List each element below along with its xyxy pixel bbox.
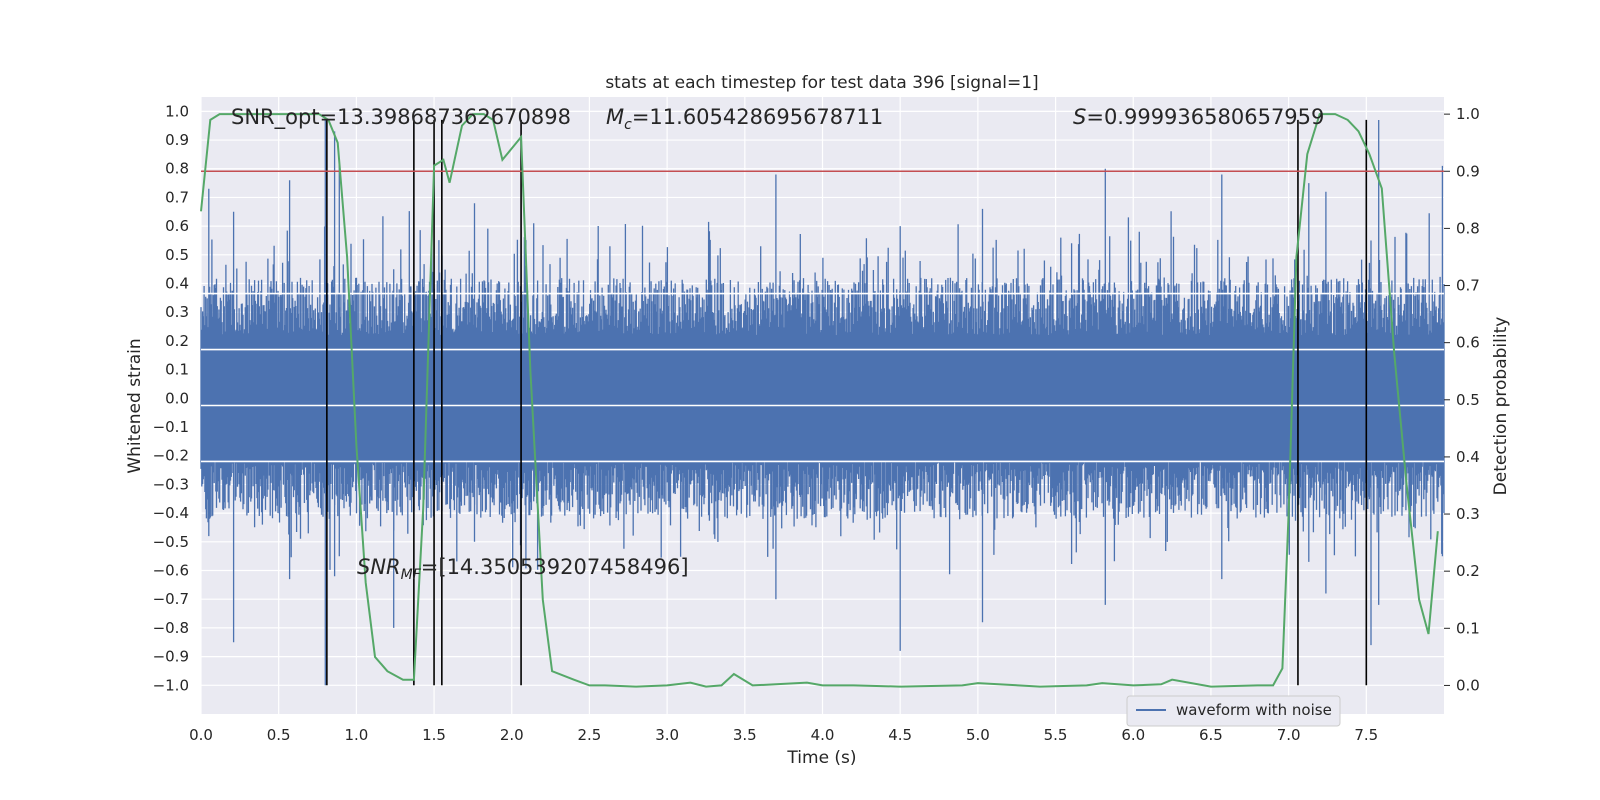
- x-tick-label-11: 5.5: [1044, 726, 1068, 744]
- x-tick-label-2: 1.0: [344, 726, 368, 744]
- y-right-tick-label-8: 0.2: [1456, 562, 1480, 580]
- snr-mf-value: =[14.350539207458496]: [421, 555, 689, 579]
- y-left-tick-label-19: −0.9: [153, 648, 189, 666]
- y-right-tick-label-3: 0.7: [1456, 277, 1480, 295]
- chirp-mass-subscript: c: [624, 117, 632, 133]
- spin-symbol: S: [1073, 105, 1086, 129]
- y-left-tick-label-17: −0.7: [153, 590, 189, 608]
- y-right-tick-label-6: 0.4: [1456, 448, 1480, 466]
- annotation-spin: S=0.999936580657959: [1073, 105, 1324, 129]
- annotation-snr-opt: SNR_opt=13.398687362670898: [231, 105, 571, 130]
- y-left-axis-label: Whitened strain: [125, 338, 145, 473]
- y-left-tick-label-7: 0.3: [165, 303, 189, 321]
- x-tick-label-12: 6.0: [1121, 726, 1145, 744]
- y-right-tick-label-1: 0.9: [1456, 162, 1480, 180]
- y-right-tick-label-2: 0.8: [1456, 219, 1480, 237]
- y-left-tick-label-10: 0.0: [165, 389, 189, 407]
- x-tick-label-8: 4.0: [811, 726, 835, 744]
- y-left-axis-ticks: 1.0 0.9 0.8 0.7 0.6 0.5 0.4 0.3 0.2 0.1 0.0 −0.1 −0.…: [153, 102, 189, 694]
- y-left-tick-label-18: −0.8: [153, 619, 189, 637]
- y-left-tick-label-8: 0.2: [165, 332, 189, 350]
- y-left-tick-label-4: 0.6: [165, 217, 189, 235]
- legend-label-waveform: waveform with noise: [1176, 701, 1332, 719]
- x-tick-label-14: 7.0: [1277, 726, 1301, 744]
- x-tick-label-13: 6.5: [1199, 726, 1223, 744]
- snr-mf-subscript: MF: [401, 567, 422, 583]
- waveform-core-band: [201, 335, 1444, 462]
- x-tick-label-3: 1.5: [422, 726, 446, 744]
- y-left-tick-label-11: −0.1: [153, 418, 189, 436]
- chirp-mass-symbol: M: [606, 105, 624, 129]
- y-left-tick-label-12: −0.2: [153, 447, 189, 465]
- x-tick-label-15: 7.5: [1354, 726, 1378, 744]
- y-left-tick-label-0: 1.0: [165, 102, 189, 120]
- x-tick-label-5: 2.5: [578, 726, 602, 744]
- y-left-tick-label-16: −0.6: [153, 562, 189, 580]
- legend: waveform with noise: [1126, 695, 1341, 727]
- annotation-chirp-mass: Mc=11.605428695678711: [606, 105, 883, 133]
- vertical-markers: [326, 119, 1368, 686]
- y-left-tick-label-5: 0.5: [165, 246, 189, 264]
- x-axis-label: Time (s): [786, 748, 856, 768]
- detection-probability-line: [200, 113, 1439, 688]
- x-tick-label-4: 2.0: [500, 726, 524, 744]
- chirp-mass-value: =11.605428695678711: [632, 105, 883, 129]
- y-right-axis-ticks: 1.0 0.9 0.8 0.7 0.6 0.5 0.4 0.3 0.2 0.1 0.0: [1444, 105, 1480, 694]
- x-tick-label-7: 3.5: [733, 726, 757, 744]
- y-left-tick-label-6: 0.4: [165, 275, 189, 293]
- y-right-tick-label-7: 0.3: [1456, 505, 1480, 523]
- snr-mf-symbol: SNR: [357, 555, 401, 579]
- x-tick-label-6: 3.0: [655, 726, 679, 744]
- y-right-tick-label-4: 0.6: [1456, 334, 1480, 352]
- y-left-tick-label-13: −0.3: [153, 475, 189, 493]
- x-tick-label-1: 0.5: [267, 726, 291, 744]
- legend-box: [1126, 695, 1341, 727]
- y-right-tick-label-0: 1.0: [1456, 105, 1480, 123]
- strain-reference-lines: [201, 292, 1444, 463]
- annotation-snr-mf: SNRMF=[14.350539207458496]: [357, 555, 689, 583]
- y-left-tick-label-20: −1.0: [153, 676, 189, 694]
- waveform-series: [200, 120, 1445, 686]
- y-left-tick-label-3: 0.7: [165, 188, 189, 206]
- y-right-tick-label-5: 0.5: [1456, 391, 1480, 409]
- y-right-axis-label: Detection probability: [1491, 317, 1511, 496]
- x-axis-ticks: 0.0 0.5 1.0 1.5 2.0 2.5 3.0 3.5 4.0 4.5 5.0 5.5 6.0 6…: [189, 726, 1378, 744]
- y-left-tick-label-15: −0.5: [153, 533, 189, 551]
- y-left-tick-label-14: −0.4: [153, 504, 189, 522]
- y-right-tick-label-10: 0.0: [1456, 676, 1480, 694]
- spin-value: =0.999936580657959: [1086, 105, 1324, 129]
- x-tick-label-9: 4.5: [888, 726, 912, 744]
- chart-title: stats at each timestep for test data 396…: [605, 73, 1038, 93]
- x-tick-label-0: 0.0: [189, 726, 213, 744]
- y-right-tick-label-9: 0.1: [1456, 619, 1480, 637]
- y-left-tick-label-2: 0.8: [165, 160, 189, 178]
- y-left-tick-label-1: 0.9: [165, 131, 189, 149]
- y-left-tick-label-9: 0.1: [165, 361, 189, 379]
- x-tick-label-10: 5.0: [966, 726, 990, 744]
